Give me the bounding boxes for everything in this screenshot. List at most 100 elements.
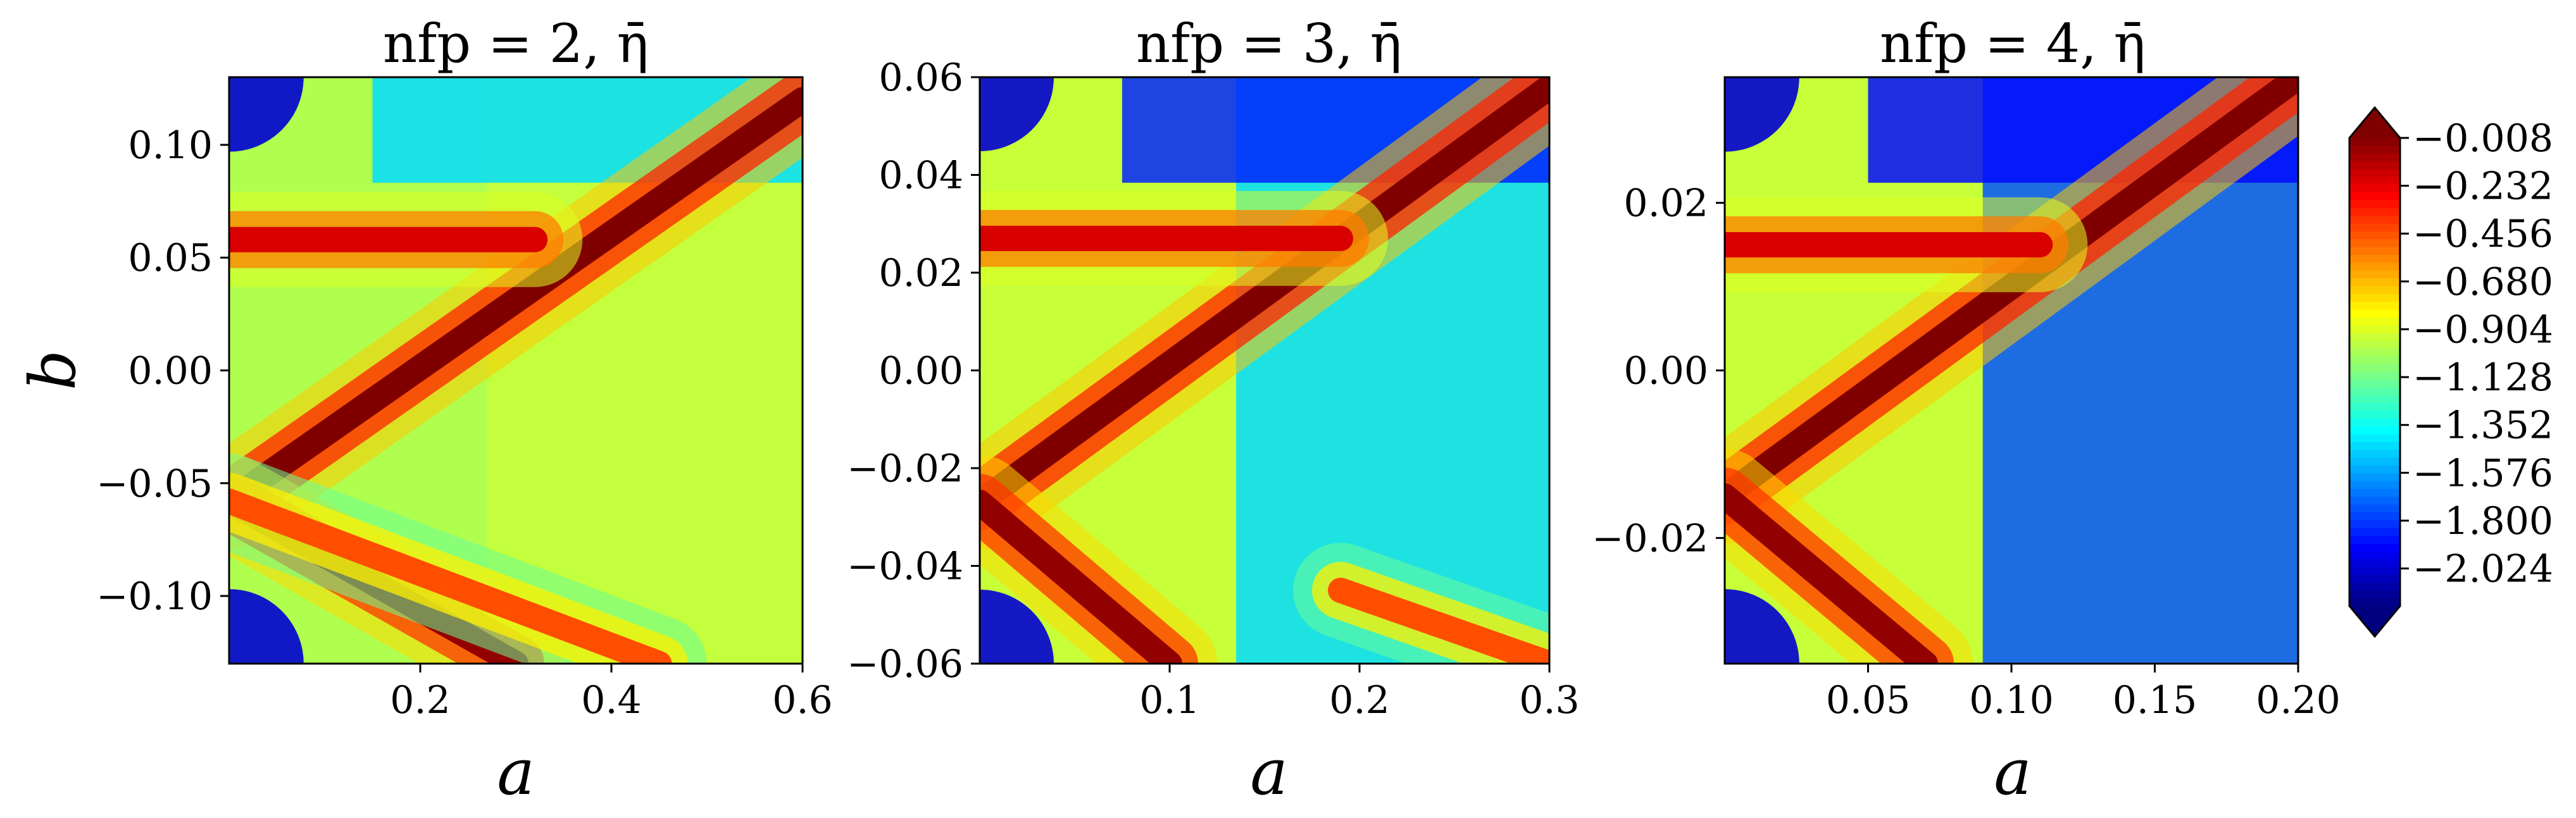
colorbar-segment xyxy=(2349,489,2400,498)
colorbar-segment xyxy=(2349,200,2400,209)
panel-title: nfp = 2, η̄ xyxy=(383,13,649,75)
colorbar-segment xyxy=(2349,325,2400,334)
colorbar-segment xyxy=(2349,153,2400,162)
colorbar-segment xyxy=(2349,497,2400,505)
y-tick-label: 0.00 xyxy=(1623,349,1708,394)
colorbar-tick-label: −2.024 xyxy=(2413,547,2553,592)
colorbar-segment xyxy=(2349,559,2400,568)
colorbar-segment xyxy=(2349,536,2400,545)
colorbar-segment xyxy=(2349,590,2400,599)
heatmap-corner-region xyxy=(229,589,304,664)
colorbar-segment xyxy=(2349,512,2400,521)
colorbar-segment xyxy=(2349,309,2400,318)
x-axis-label: a xyxy=(1250,735,1288,809)
heatmap-area xyxy=(1723,76,2299,665)
colorbar-segment xyxy=(2349,255,2400,264)
colorbar-segment xyxy=(2349,232,2400,240)
y-tick-label: 0.10 xyxy=(128,123,213,168)
panel-nfp4: nfp = 4, η̄ 0.05 0.10 0.15 0.20 0.02 0.00 −0.… xyxy=(1592,13,2341,809)
colorbar-segment xyxy=(2349,380,2400,388)
colorbar-ticks: −0.008−0.232−0.456−0.680−0.904−1.128−1.3… xyxy=(2400,116,2553,592)
x-ticks: 0.2 0.4 0.6 xyxy=(390,664,833,722)
heatmap-ridge xyxy=(980,490,1182,664)
colorbar-tick-label: −0.904 xyxy=(2413,307,2553,352)
colorbar-tick-label: −1.800 xyxy=(2413,499,2553,543)
colorbar-segment xyxy=(2349,387,2400,396)
colorbar-segment xyxy=(2349,146,2400,154)
heatmap-corner-region xyxy=(980,77,1054,151)
y-tick-label: 0.04 xyxy=(878,154,963,198)
colorbar-segment xyxy=(2349,349,2400,357)
colorbar-segment xyxy=(2349,263,2400,271)
x-tick-label: 0.05 xyxy=(1826,678,1911,722)
colorbar-segment xyxy=(2349,223,2400,232)
colorbar-segment xyxy=(2349,208,2400,217)
colorbar-tick-label: −0.008 xyxy=(2413,116,2553,161)
y-tick-label: 0.00 xyxy=(128,349,213,394)
colorbar-outline xyxy=(2348,106,2401,638)
colorbar: −0.008−0.232−0.456−0.680−0.904−1.128−1.3… xyxy=(2348,106,2553,638)
colorbar-segment xyxy=(2349,286,2400,295)
colorbar-segment xyxy=(2349,138,2400,147)
colorbar-segment xyxy=(2349,372,2400,381)
colorbar-segment xyxy=(2349,270,2400,279)
colorbar-segment xyxy=(2349,434,2400,443)
y-tick-label: 0.02 xyxy=(878,251,963,295)
y-tick-label: −0.06 xyxy=(847,642,963,686)
colorbar-segment xyxy=(2349,177,2400,185)
panel-nfp2: nfp = 2, η̄ 0.2 0.4 0.6 0.10 0.05 0.00 −0.05 −… xyxy=(16,13,833,809)
y-axis-label: b xyxy=(16,350,90,390)
colorbar-segment xyxy=(2349,161,2400,170)
colorbar-segment xyxy=(2349,192,2400,201)
colorbar-segment xyxy=(2349,473,2400,482)
y-tick-label: 0.06 xyxy=(878,56,963,100)
colorbar-segment xyxy=(2349,457,2400,466)
colorbar-segment xyxy=(2349,216,2400,225)
colorbar-segment xyxy=(2349,169,2400,178)
x-axis-label: a xyxy=(497,735,535,809)
colorbar-tick-label: −1.128 xyxy=(2413,356,2553,400)
y-tick-label: 0.00 xyxy=(878,349,963,394)
panel-nfp3: nfp = 3, η̄ 0.1 0.2 0.3 0.06 0.04 0.02 0.00 −0… xyxy=(847,13,1580,809)
y-tick-label: −0.05 xyxy=(96,462,213,506)
heatmap-ridge xyxy=(980,77,1549,516)
heatmap-corner-region xyxy=(1725,77,1799,152)
colorbar-segment xyxy=(2349,395,2400,404)
x-tick-label: 0.10 xyxy=(1969,678,2054,722)
x-ticks: 0.05 0.10 0.15 0.20 xyxy=(1826,664,2341,722)
panel-title: nfp = 4, η̄ xyxy=(1880,13,2146,75)
heatmap-corner-region xyxy=(980,590,1054,664)
y-ticks: 0.06 0.04 0.02 0.00 −0.02 −0.04 −0.06 xyxy=(847,56,980,686)
colorbar-segment xyxy=(2349,567,2400,576)
panel-title: nfp = 3, η̄ xyxy=(1136,13,1402,75)
x-ticks: 0.1 0.2 0.3 xyxy=(1139,664,1580,722)
colorbar-segment xyxy=(2349,442,2400,451)
colorbar-segment xyxy=(2349,364,2400,373)
colorbar-tick-label: −1.576 xyxy=(2413,451,2553,495)
y-tick-label: −0.02 xyxy=(847,447,963,491)
colorbar-segment xyxy=(2349,278,2400,287)
x-tick-label: 0.15 xyxy=(2113,678,2198,722)
colorbar-segment xyxy=(2349,333,2400,342)
heatmap-area xyxy=(979,76,1551,665)
colorbar-segment xyxy=(2349,239,2400,248)
x-tick-label: 0.6 xyxy=(772,678,832,722)
y-tick-label: −0.04 xyxy=(847,545,963,589)
x-tick-label: 0.4 xyxy=(581,678,641,722)
colorbar-extend-min xyxy=(2349,606,2400,636)
colorbar-extend-max xyxy=(2349,108,2400,138)
colorbar-segment xyxy=(2349,466,2400,474)
x-tick-label: 0.2 xyxy=(1329,678,1389,722)
x-tick-label: 0.20 xyxy=(2256,678,2341,722)
y-ticks: 0.10 0.05 0.00 −0.05 −0.10 xyxy=(96,123,229,619)
colorbar-segment xyxy=(2349,356,2400,365)
heatmap-ridge xyxy=(229,87,803,514)
x-axis-label: a xyxy=(1994,735,2032,809)
x-tick-label: 0.1 xyxy=(1139,678,1199,722)
colorbar-segment xyxy=(2349,317,2400,326)
colorbar-segment xyxy=(2349,574,2400,583)
colorbar-segment xyxy=(2349,598,2400,607)
colorbar-segment xyxy=(2349,419,2400,428)
colorbar-segment xyxy=(2349,426,2400,435)
